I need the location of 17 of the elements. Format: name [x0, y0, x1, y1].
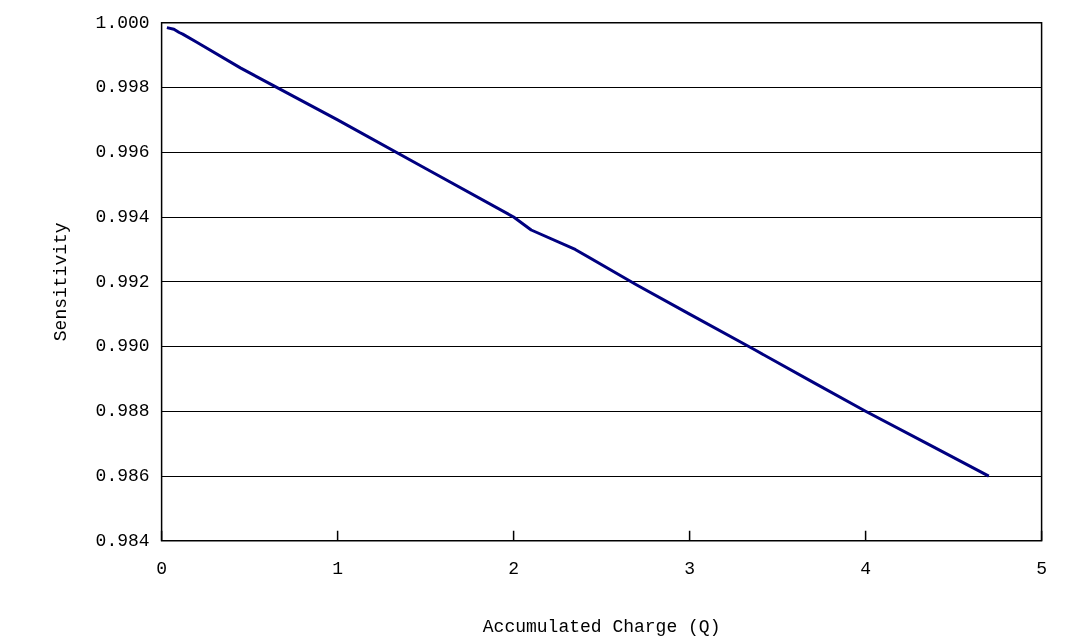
y-tick-label: 0.998: [95, 77, 150, 98]
y-tick-label: 0.990: [95, 336, 150, 357]
y-tick-label: 1.000: [95, 12, 150, 33]
y-tick-label: 0.996: [95, 142, 150, 163]
x-axis-title: Accumulated Charge (Q): [482, 616, 721, 637]
x-tick-label: 3: [684, 559, 696, 580]
x-tick-label: 1: [332, 559, 344, 580]
x-tick-label: 2: [508, 559, 520, 580]
x-tick-label: 5: [1036, 559, 1048, 580]
y-tick-label: 0.994: [95, 206, 150, 227]
y-tick-label: 0.992: [95, 271, 150, 292]
x-tick-label: 0: [156, 559, 168, 580]
y-tick-label: 0.984: [95, 530, 150, 551]
y-tick-label: 0.986: [95, 465, 150, 486]
y-axis-title: Sensitivity: [50, 222, 71, 342]
x-tick-label: 4: [860, 559, 872, 580]
y-tick-label: 0.988: [95, 401, 150, 422]
